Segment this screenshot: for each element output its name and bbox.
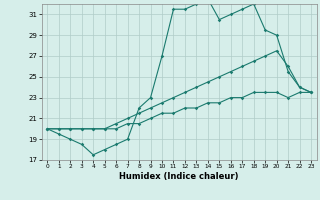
X-axis label: Humidex (Indice chaleur): Humidex (Indice chaleur) <box>119 172 239 181</box>
